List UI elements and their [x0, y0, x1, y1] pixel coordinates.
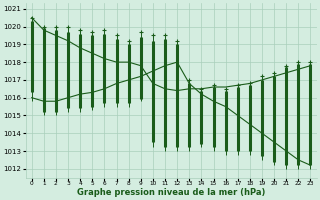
X-axis label: Graphe pression niveau de la mer (hPa): Graphe pression niveau de la mer (hPa): [77, 188, 265, 197]
